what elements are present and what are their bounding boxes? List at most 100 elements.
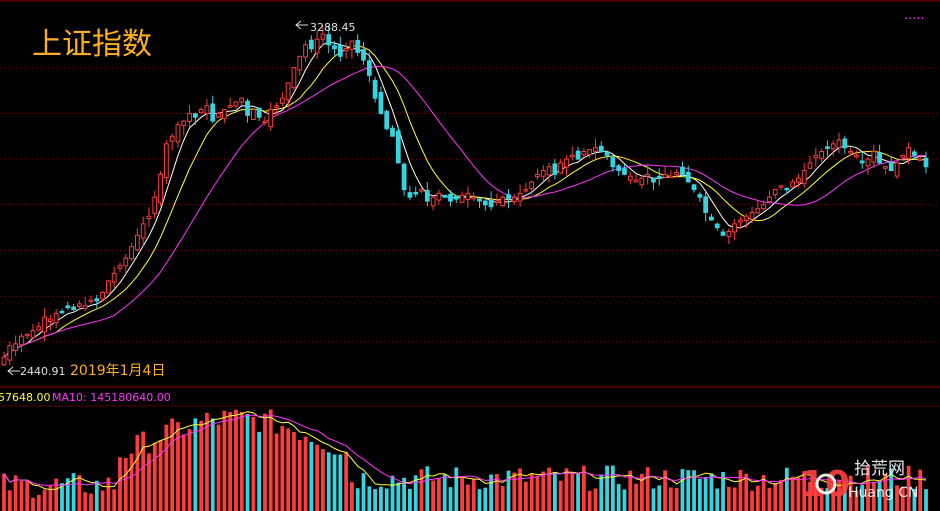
candle-body-104 xyxy=(604,151,610,156)
volume-bar-48 xyxy=(280,425,285,511)
candle-body-125 xyxy=(726,230,732,237)
volume-bar-45 xyxy=(263,413,267,511)
volume-bar-94 xyxy=(547,467,551,511)
watermark-logo: 10 拾荒网 Huang CN xyxy=(800,459,918,505)
volume-bar-25 xyxy=(147,453,151,511)
chart-title: 上证指数 xyxy=(32,27,152,62)
volume-bar-111 xyxy=(645,467,650,511)
candle-body-142 xyxy=(825,146,830,149)
volume-bar-83 xyxy=(483,487,488,511)
candle-body-30 xyxy=(175,124,181,143)
candle-body-67 xyxy=(390,127,395,137)
candle-body-105 xyxy=(610,156,616,168)
volume-bar-125 xyxy=(726,486,731,511)
candle-body-74 xyxy=(430,196,436,207)
volume-bar-57 xyxy=(332,454,337,511)
candle-body-1 xyxy=(7,345,13,361)
volume-bar-158 xyxy=(918,469,923,511)
candle-body-80 xyxy=(465,192,471,201)
candle-body-119 xyxy=(691,184,697,191)
candle-body-90 xyxy=(523,189,529,192)
volume-bar-79 xyxy=(460,477,464,511)
volume-bar-102 xyxy=(593,488,598,511)
candle-body-2 xyxy=(13,343,18,352)
volume-bar-101 xyxy=(587,490,592,511)
volume-bar-46 xyxy=(268,409,273,511)
candle-body-145 xyxy=(842,138,848,149)
volume-bar-28 xyxy=(164,424,169,511)
candle-body-128 xyxy=(743,215,749,221)
volume-bar-10 xyxy=(60,483,64,511)
candle-body-127 xyxy=(738,219,743,223)
volume-bar-131 xyxy=(761,474,766,511)
volume-bar-114 xyxy=(663,470,667,511)
volume-bar-155 xyxy=(900,487,905,511)
volume-bar-7 xyxy=(42,489,47,511)
candle-body-115 xyxy=(668,175,674,179)
candle-body-87 xyxy=(506,194,511,200)
candle-body-103 xyxy=(598,145,604,152)
volume-bar-133 xyxy=(773,482,778,511)
volume-bar-154 xyxy=(895,485,899,511)
candle-body-123 xyxy=(714,223,720,229)
volume-bar-81 xyxy=(471,478,476,511)
volume-bar-153 xyxy=(889,468,894,511)
candle-body-65 xyxy=(378,92,384,114)
candle-body-52 xyxy=(303,44,308,58)
volume-bar-88 xyxy=(512,472,517,511)
candle-body-149 xyxy=(865,158,871,167)
candle-body-153 xyxy=(888,162,894,172)
candle-body-102 xyxy=(593,147,598,152)
candle-body-83 xyxy=(482,200,488,206)
volume-bar-156 xyxy=(906,465,911,511)
volume-bar-142 xyxy=(825,487,830,511)
volume-bar-4 xyxy=(25,479,30,511)
volume-bar-157 xyxy=(912,488,917,511)
candle-body-150 xyxy=(871,150,877,163)
candle-body-152 xyxy=(883,166,888,169)
candle-body-26 xyxy=(152,196,158,214)
volume-bar-58 xyxy=(338,454,343,511)
volume-bar-93 xyxy=(541,471,546,511)
watermark-text-cn: 拾荒网 xyxy=(854,459,905,479)
volume-bar-30 xyxy=(176,422,180,511)
low-label: 2440.91 xyxy=(20,365,66,378)
volume-ma5-label: 57648.00 xyxy=(0,391,51,404)
candle-body-96 xyxy=(558,162,564,174)
candle-body-110 xyxy=(639,177,645,186)
candle-body-8 xyxy=(48,318,53,322)
candle-body-72 xyxy=(419,189,424,192)
volume-bar-100 xyxy=(581,465,586,511)
volume-bar-132 xyxy=(767,487,772,511)
volume-bar-96 xyxy=(558,480,563,511)
candle-body-106 xyxy=(616,165,622,172)
volume-bar-69 xyxy=(402,477,406,511)
candle-body-25 xyxy=(146,215,152,219)
candle-body-99 xyxy=(575,150,581,160)
candle-body-18 xyxy=(105,280,111,294)
volume-bar-31 xyxy=(181,434,186,511)
candle-body-70 xyxy=(407,192,413,198)
volume-bar-151 xyxy=(877,480,882,511)
volume-bar-68 xyxy=(396,482,401,511)
volume-bar-61 xyxy=(355,488,360,511)
candle-body-5 xyxy=(30,329,36,338)
candle-body-23 xyxy=(134,234,140,251)
candle-body-45 xyxy=(262,120,268,124)
volume-bar-124 xyxy=(721,472,725,511)
volume-bar-80 xyxy=(466,484,470,511)
candle-body-40 xyxy=(233,101,239,107)
volume-bar-35 xyxy=(205,412,209,511)
volume-bar-136 xyxy=(790,476,795,511)
candle-body-138 xyxy=(801,170,807,185)
volume-bar-77 xyxy=(448,487,453,511)
candle-body-126 xyxy=(732,223,738,233)
volume-bar-116 xyxy=(674,487,679,511)
volume-bar-123 xyxy=(715,488,720,511)
candle-body-10 xyxy=(59,310,65,314)
volume-bar-11 xyxy=(65,478,70,511)
candle-body-109 xyxy=(633,179,639,183)
volume-bar-53 xyxy=(309,441,314,511)
volume-bar-33 xyxy=(193,418,198,511)
